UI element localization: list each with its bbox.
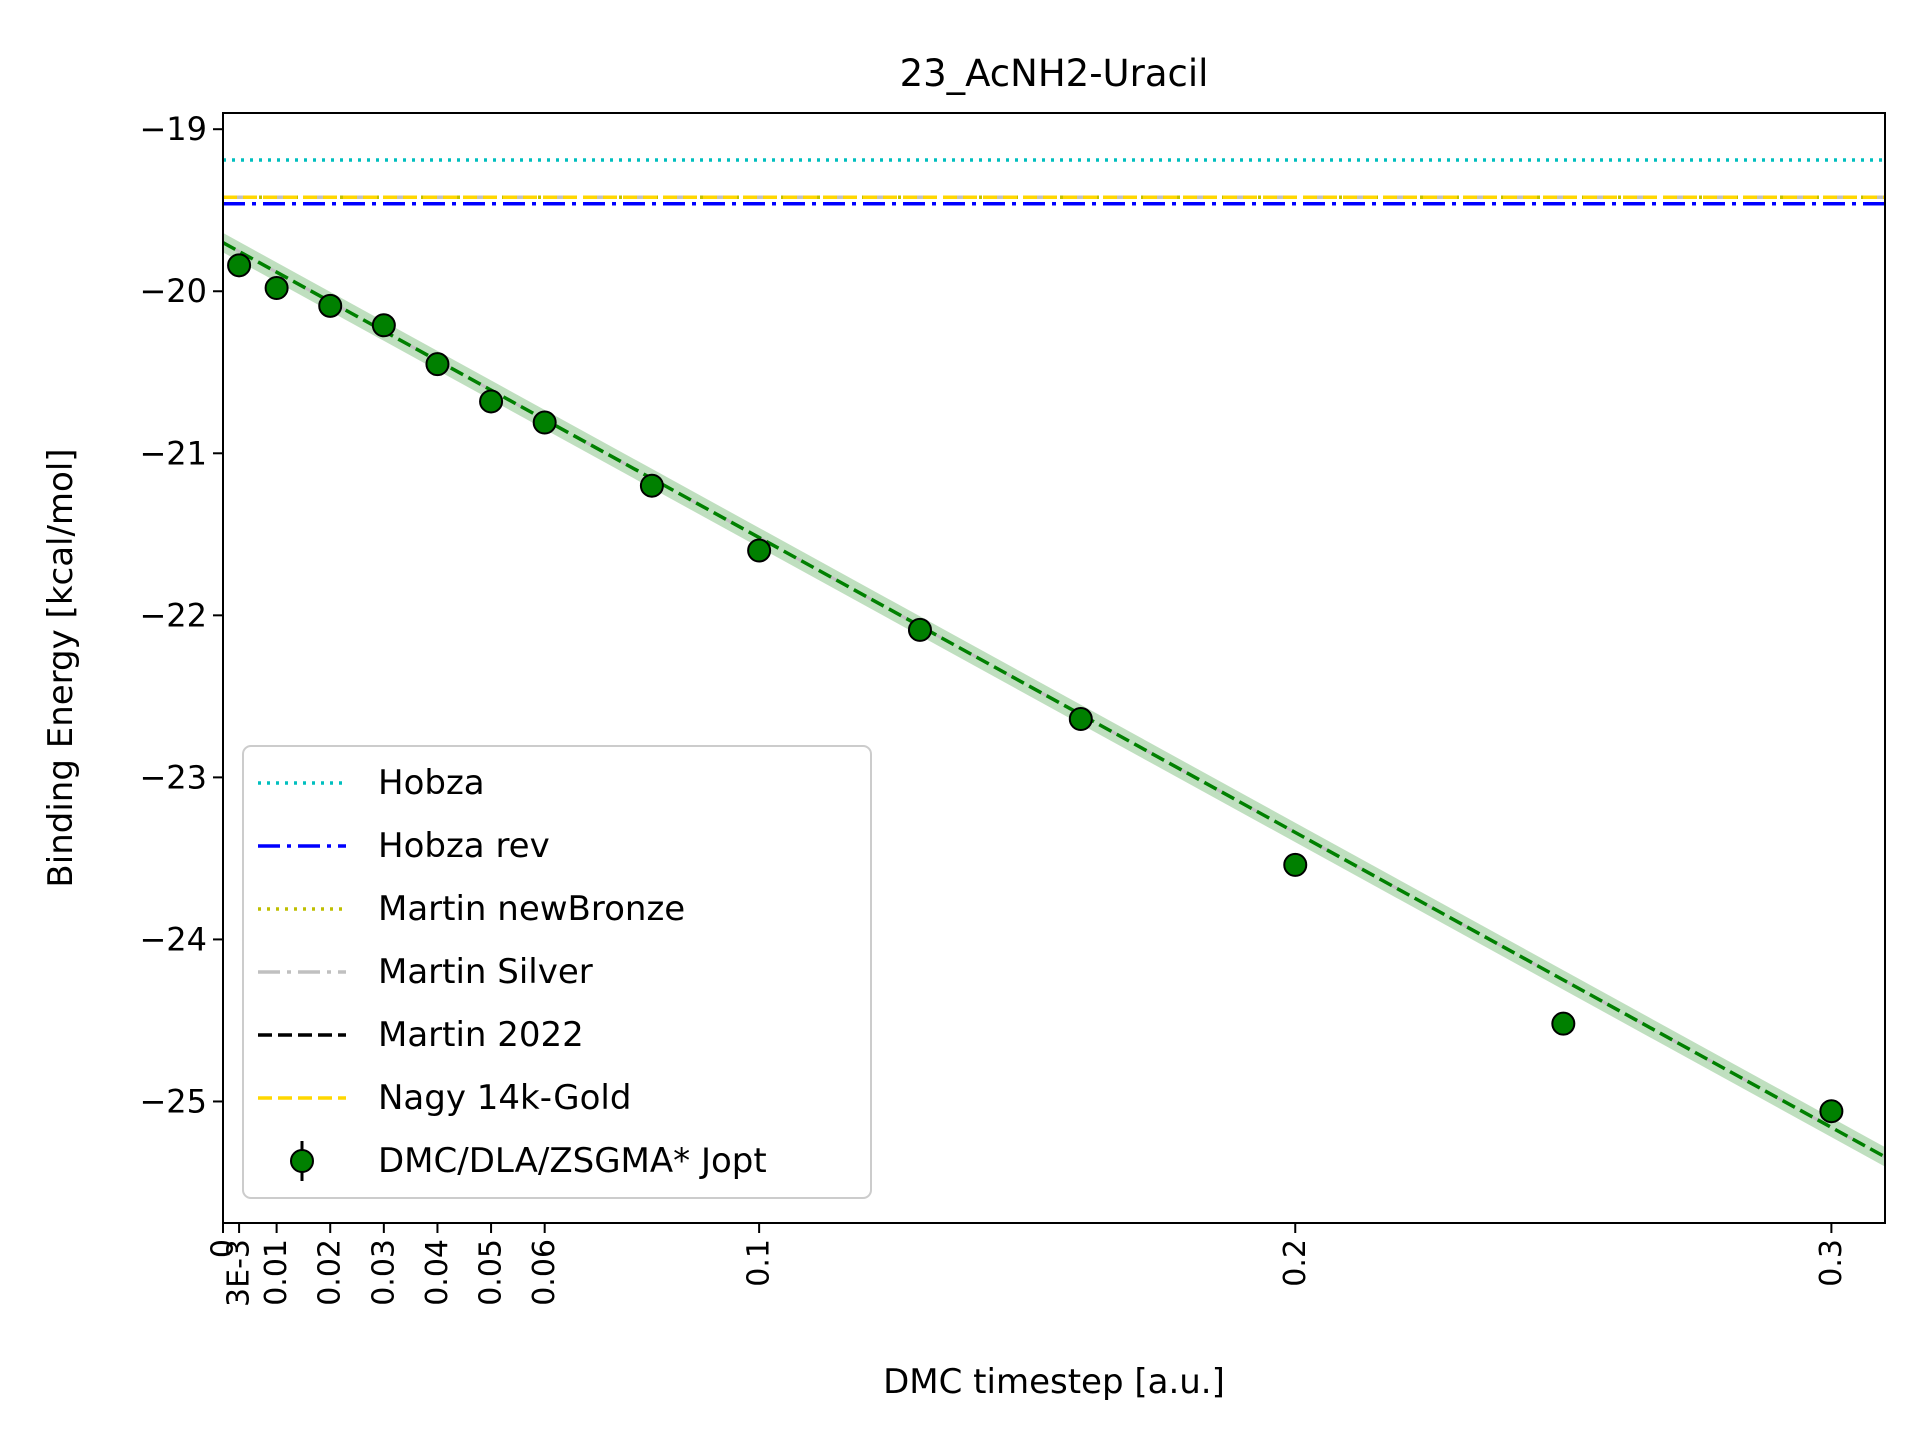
data-points — [227, 253, 1844, 1124]
data-point — [1551, 1011, 1576, 1036]
legend-label-series-0: DMC/DLA/ZSGMA* Jopt — [378, 1141, 767, 1181]
y-axis-label: Binding Energy [kcal/mol] — [41, 448, 81, 887]
legend-label-0: Hobza — [378, 763, 485, 803]
y-tick-label: −25 — [139, 1082, 207, 1120]
legend: Hobza Hobza rev Martin newBronze Martin Sil… — [242, 745, 872, 1199]
legend-label-1: Hobza rev — [378, 826, 550, 866]
data-point — [1819, 1099, 1844, 1124]
data-point — [747, 538, 772, 563]
y-tick-label: −20 — [139, 272, 207, 310]
x-tick-label: 0.02 — [313, 1239, 348, 1306]
data-point — [425, 352, 450, 377]
y-tick-label: −21 — [139, 434, 207, 472]
fit-line — [223, 241, 1885, 1159]
legend-marker-swatch — [290, 1149, 314, 1173]
legend-label-2: Martin newBronze — [378, 889, 685, 929]
x-tick-label: 0.2 — [1278, 1239, 1313, 1287]
data-point — [639, 473, 664, 498]
x-tick-label: 0.04 — [420, 1239, 455, 1306]
data-point — [532, 410, 557, 435]
x-tick-label: 0 — [206, 1239, 241, 1258]
x-tick-label: 0.1 — [742, 1239, 777, 1287]
x-tick-label: 0.03 — [366, 1239, 401, 1306]
x-tick-label: 0.05 — [474, 1239, 509, 1306]
reference-lines — [223, 158, 1885, 206]
x-axis: 03E-3 0.01 0.02 0.03 0.04 0.05 0.06 0.1 0.2 0.3 — [206, 1223, 1849, 1307]
y-tick-label: −23 — [139, 758, 207, 796]
y-axis: −19 −20 −21 −22 −23 −24 −25 — [139, 110, 223, 1120]
data-point — [479, 389, 504, 414]
data-point — [227, 253, 252, 278]
data-point — [907, 617, 932, 642]
data-point — [1068, 707, 1093, 732]
x-tick-label: 0.3 — [1814, 1239, 1849, 1287]
y-tick-label: −19 — [139, 110, 207, 148]
data-point — [1283, 852, 1308, 877]
data-point — [371, 313, 396, 338]
data-point — [264, 276, 289, 301]
data-point — [318, 293, 343, 318]
legend-box — [242, 745, 872, 1199]
legend-label-5: Nagy 14k-Gold — [378, 1078, 631, 1118]
x-tick-label: 0.01 — [259, 1239, 294, 1306]
x-axis-label: DMC timestep [a.u.] — [883, 1362, 1225, 1402]
x-tick-label: 3E-3 — [222, 1239, 257, 1307]
fit-layer — [223, 232, 1885, 1167]
legend-label-4: Martin 2022 — [378, 1015, 584, 1055]
plot-frame — [222, 112, 1886, 1224]
x-tick-label: 0.06 — [527, 1239, 562, 1306]
y-tick-label: −24 — [139, 920, 207, 958]
y-tick-label: −22 — [139, 596, 207, 634]
chart-title: 23_AcNH2-Uracil — [900, 52, 1209, 95]
legend-label-3: Martin Silver — [378, 952, 593, 992]
